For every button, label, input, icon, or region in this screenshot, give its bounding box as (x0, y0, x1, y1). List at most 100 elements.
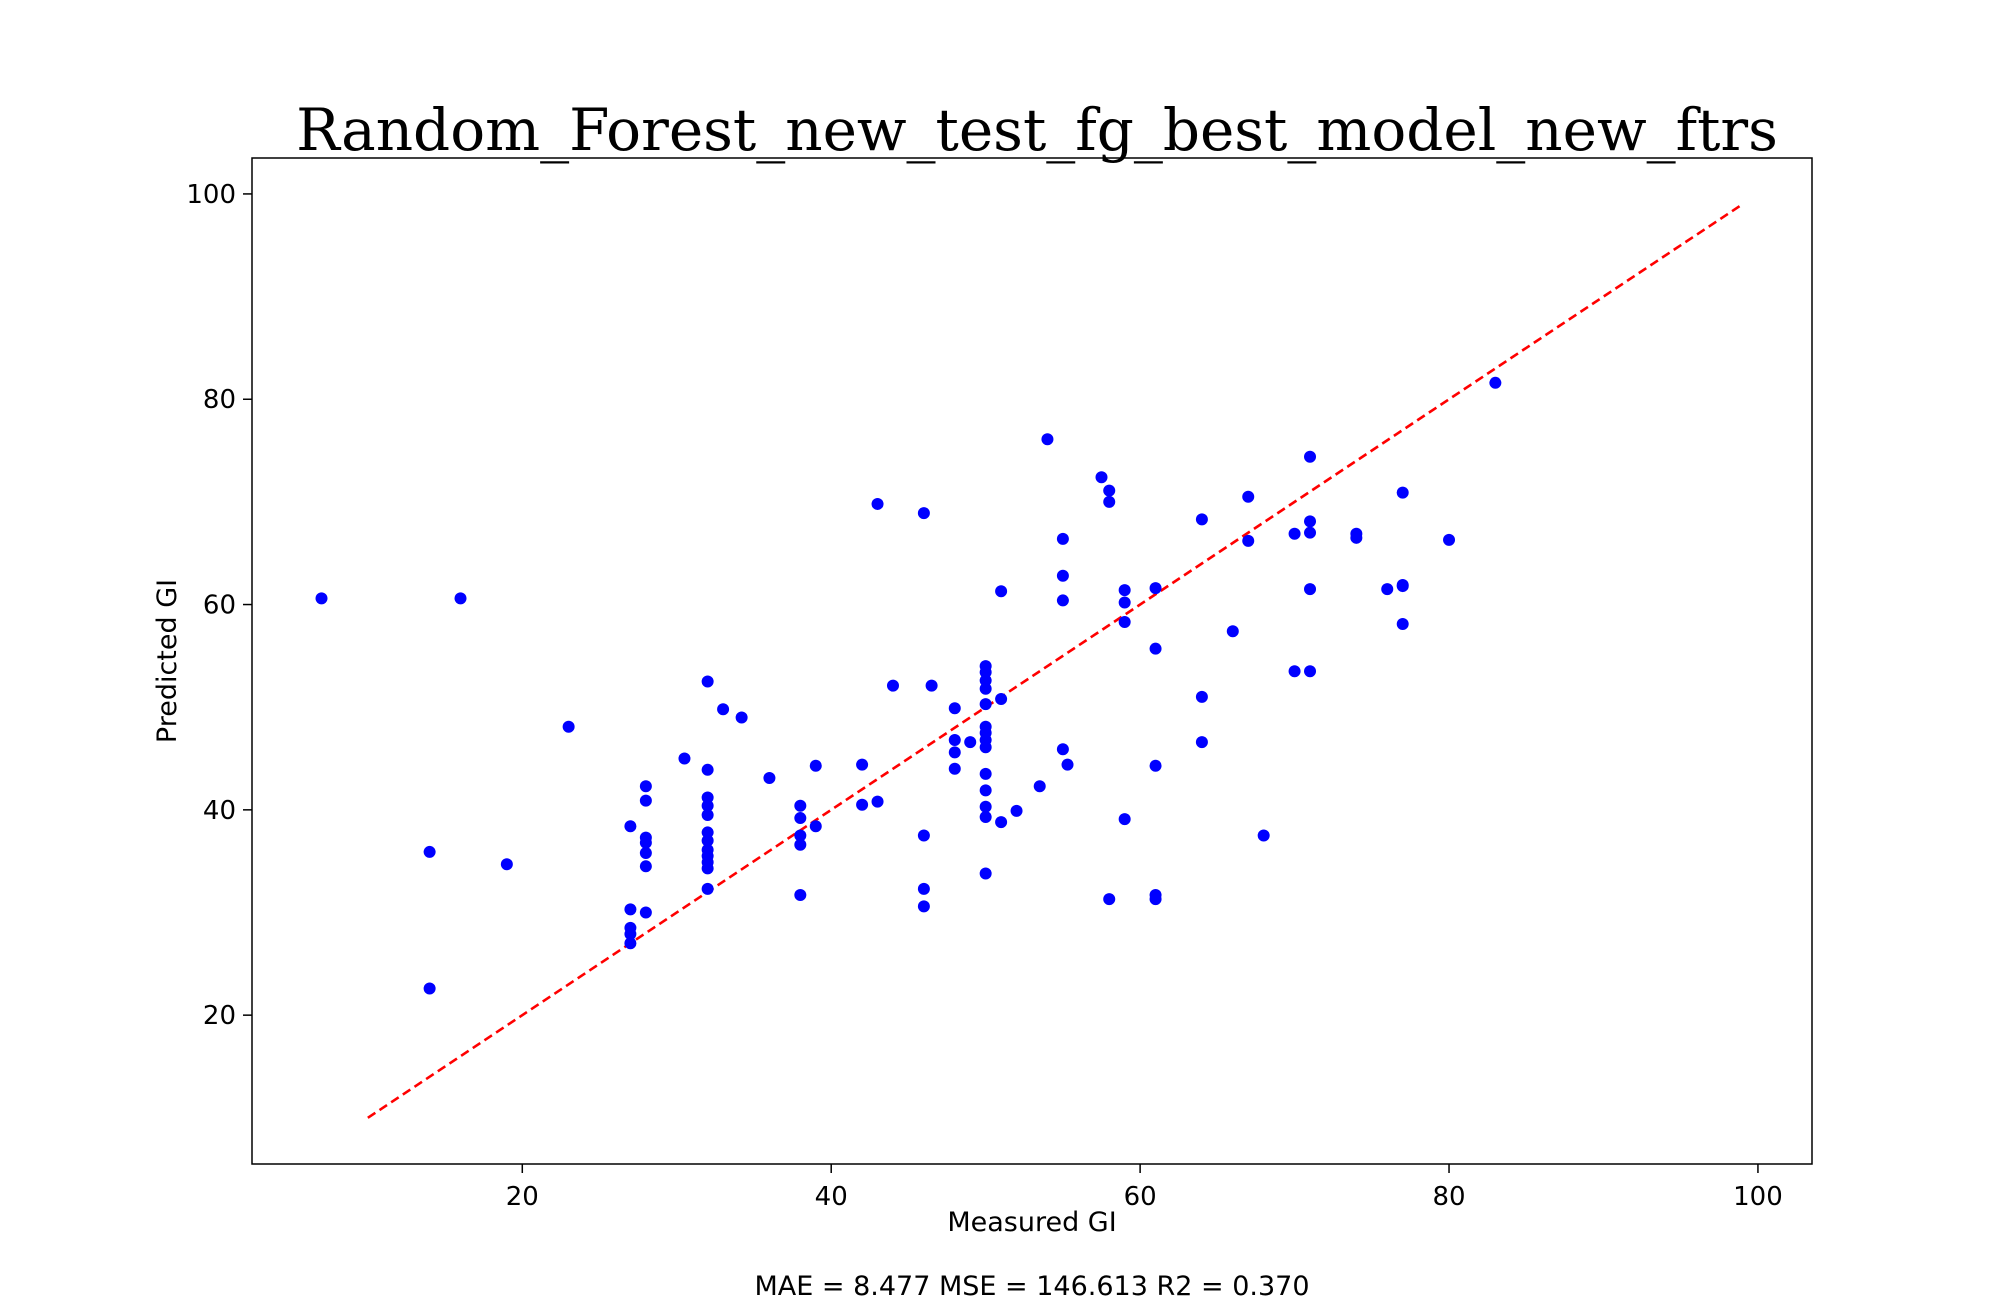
data-point (701, 826, 714, 839)
data-point (1149, 642, 1162, 655)
data-point (1095, 471, 1108, 484)
data-point (794, 838, 807, 851)
data-point (856, 798, 869, 811)
data-point (1242, 490, 1255, 503)
data-point (948, 746, 961, 759)
data-point (1056, 743, 1069, 756)
data-point (639, 846, 652, 859)
data-point (1149, 893, 1162, 906)
y-tick-label: 40 (203, 796, 236, 826)
data-point (1149, 759, 1162, 772)
data-point (979, 674, 992, 687)
data-point (678, 752, 691, 765)
y-axis-label: Predicted GI (152, 579, 183, 743)
data-point (794, 799, 807, 812)
x-axis-label: Measured GI (947, 1207, 1116, 1238)
data-point (1350, 531, 1363, 544)
data-point (1396, 486, 1409, 499)
data-point (1041, 433, 1054, 446)
data-point (639, 860, 652, 873)
data-point (701, 791, 714, 804)
data-point (1010, 804, 1023, 817)
data-point (1226, 625, 1239, 638)
metrics-caption: MAE = 8.477 MSE = 146.613 R2 = 0.370 (754, 1271, 1309, 1300)
data-point (979, 811, 992, 824)
data-point (1242, 534, 1255, 547)
data-point (979, 682, 992, 695)
data-point (1195, 690, 1208, 703)
data-point (315, 592, 328, 605)
data-point (809, 759, 822, 772)
x-tick-label: 40 (815, 1182, 848, 1212)
y-tick-label: 100 (186, 180, 236, 210)
data-point (423, 845, 436, 858)
data-point (500, 858, 513, 871)
data-point (701, 882, 714, 895)
data-point (562, 720, 575, 733)
data-point (1056, 569, 1069, 582)
data-point (1149, 582, 1162, 595)
x-tick-label: 20 (506, 1182, 539, 1212)
data-point (917, 829, 930, 842)
data-point (763, 772, 776, 785)
data-point (871, 497, 884, 510)
data-point (1118, 584, 1131, 597)
data-point (1033, 780, 1046, 793)
y-tick-label: 80 (203, 385, 236, 415)
data-point (1103, 893, 1116, 906)
data-point (1489, 376, 1502, 389)
data-point (1288, 665, 1301, 678)
data-point (1443, 533, 1456, 546)
data-point (917, 507, 930, 520)
data-point (701, 763, 714, 776)
data-point (1381, 583, 1394, 596)
x-tick-label: 60 (1124, 1182, 1157, 1212)
data-point (701, 675, 714, 688)
data-point (979, 741, 992, 754)
data-point (624, 928, 637, 941)
data-point (917, 882, 930, 895)
x-tick-label: 80 (1432, 1182, 1465, 1212)
data-point (1195, 736, 1208, 749)
data-point (1396, 580, 1409, 593)
y-tick-label: 60 (203, 591, 236, 621)
data-point (979, 800, 992, 813)
data-point (701, 799, 714, 812)
data-point (979, 867, 992, 880)
chart-title: Random_Forest_new_test_fg_best_model_new… (296, 96, 1778, 164)
data-point (735, 711, 748, 724)
data-point (1304, 450, 1317, 463)
data-point (1195, 513, 1208, 526)
data-point (948, 734, 961, 747)
data-point (1304, 515, 1317, 528)
data-point (1103, 495, 1116, 508)
data-point (624, 937, 637, 950)
x-axis: 20 40 60 80 100 (506, 1164, 1783, 1212)
data-point (917, 900, 930, 913)
data-point (701, 808, 714, 821)
data-point (794, 812, 807, 825)
data-point (639, 906, 652, 919)
data-points (315, 376, 1502, 995)
data-point (856, 758, 869, 771)
data-point (794, 889, 807, 902)
data-point (948, 702, 961, 715)
data-point (995, 692, 1008, 705)
x-tick-label: 100 (1733, 1182, 1783, 1212)
data-point (794, 829, 807, 842)
data-point (979, 784, 992, 797)
data-point (1304, 526, 1317, 539)
data-point (454, 592, 467, 605)
y-axis: 20 40 60 80 100 (186, 180, 252, 1031)
data-point (979, 666, 992, 679)
data-point (423, 982, 436, 995)
data-point (925, 679, 938, 692)
data-point (701, 834, 714, 847)
reference-line (367, 203, 1744, 1119)
plot-area (251, 157, 1813, 1165)
data-point (1257, 829, 1270, 842)
data-point (1056, 532, 1069, 545)
data-point (964, 736, 977, 749)
data-point (1304, 665, 1317, 678)
